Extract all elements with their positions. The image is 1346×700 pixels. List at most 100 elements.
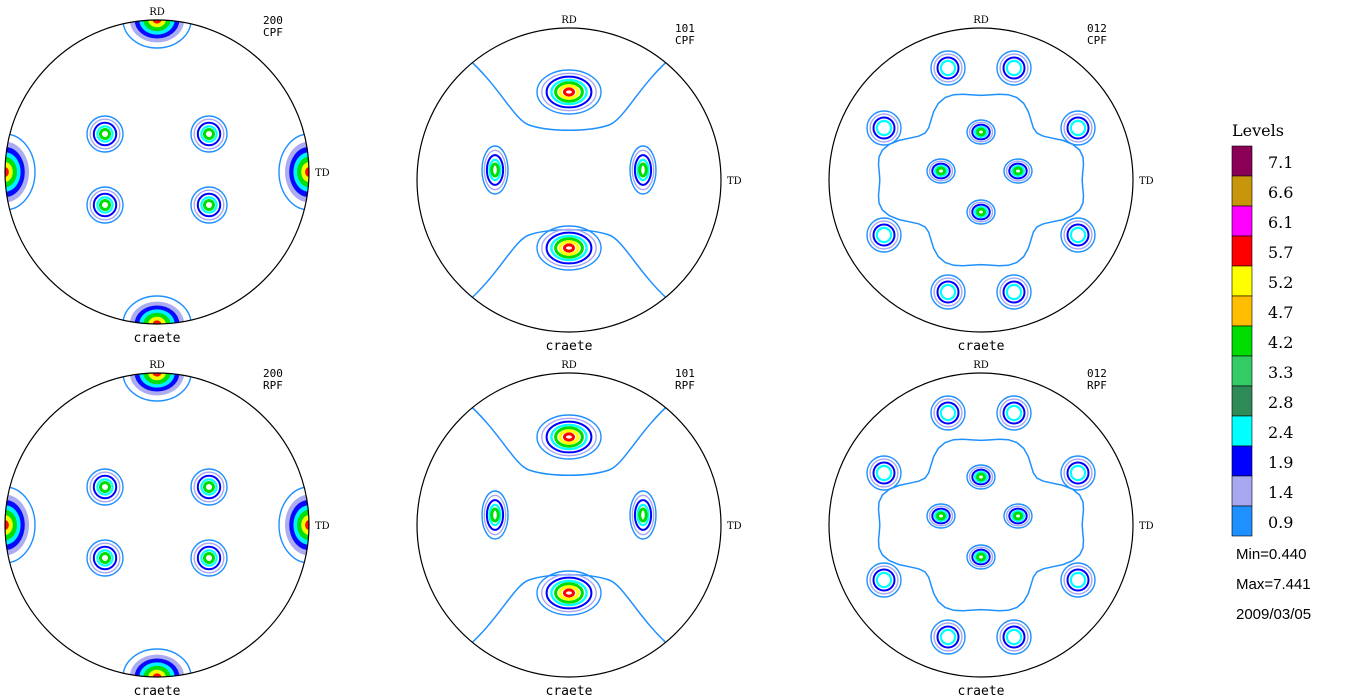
plane-label: 012: [1087, 22, 1107, 35]
peak-right-contour-4: [638, 507, 648, 523]
sample-label: craete: [546, 684, 593, 699]
inner-spot-0-contour-4: [99, 128, 111, 140]
inner-spot-3-contour-2: [196, 192, 222, 218]
inner-spot-0-contour-1: [89, 471, 121, 503]
outer-spot-1-contour-0: [996, 50, 1032, 86]
td-label: TD: [727, 176, 742, 187]
rd-label: RD: [149, 7, 165, 18]
inner-spot-1-contour-4: [203, 128, 215, 140]
center-spot-3-contour-4: [976, 207, 986, 217]
center-spot-1-contour-3: [933, 509, 948, 523]
peak-left: [481, 145, 509, 195]
peak-right-contour-0: [629, 145, 657, 195]
center-spot-0-contour-3: [973, 470, 988, 484]
peak-lower-contour-1: [541, 573, 597, 613]
outer-spot-3-contour-0: [1060, 455, 1096, 491]
peak-left-contour-1: [483, 494, 507, 536]
peak-left: [5, 133, 36, 211]
outer-spot-4-contour-1: [869, 220, 899, 250]
peak-upper-contour-6: [563, 87, 575, 97]
peak-left-band-5: [5, 162, 13, 182]
outer-spot-7-contour-2: [1002, 625, 1026, 649]
outer-spot-6-contour-2: [936, 625, 960, 649]
outer-spot-6-contour-0: [930, 619, 966, 655]
peak-top-band-4: [143, 373, 171, 385]
outer-spot-0-contour-1: [933, 398, 963, 428]
inner-spot-3: [190, 186, 228, 224]
outer-spot-4: [866, 562, 902, 598]
center-spot-0-contour-0: [966, 464, 996, 490]
outer-spot-1-contour-0: [996, 395, 1032, 431]
inner-spot-3-contour-3: [200, 549, 218, 567]
center-spot-2-contour-2: [1008, 162, 1028, 180]
legend-value-10: 1.9: [1268, 453, 1293, 472]
outer-spot-4-contour-0: [866, 217, 902, 253]
peak-lower-contour-6: [563, 588, 575, 598]
outer-spot-0-contour-3: [939, 59, 957, 77]
inner-spot-3-contour-4: [203, 199, 215, 211]
inner-spot-2-contour-4: [99, 552, 111, 564]
outer-spot-2-contour-1: [869, 458, 899, 488]
legend-value-2: 6.1: [1268, 213, 1293, 232]
legend-swatch-10: [1231, 445, 1253, 477]
outer-spot-7-contour-0: [996, 619, 1032, 655]
upper-boundary-line: [464, 400, 674, 476]
sample-label: craete: [958, 339, 1005, 354]
outer-spot-4-contour-3: [875, 571, 893, 589]
legend-value-12: 0.9: [1268, 513, 1293, 532]
peak-top-band-4: [143, 20, 171, 32]
kind-label: RPF: [1087, 379, 1107, 392]
peak-left-band-0: [5, 133, 36, 211]
peak-right-contour-3: [636, 503, 650, 527]
outer-spot-4-contour-2: [872, 223, 896, 247]
outer-spot-1-contour-2: [1002, 401, 1026, 425]
center-spot-2-contour-4: [1013, 166, 1023, 176]
peak-right-band-6: [305, 520, 309, 530]
peak-left-contour-4: [490, 162, 500, 178]
peak-lower-contour-0: [536, 225, 602, 271]
outer-spot-1-contour-1: [999, 53, 1029, 83]
center-spot-2: [1003, 503, 1033, 529]
peak-right-contour-2: [633, 499, 653, 531]
kind-label: RPF: [263, 379, 283, 392]
outer-spot-3: [1060, 110, 1096, 146]
inner-spot-1-contour-4: [203, 481, 215, 493]
legend-swatch-4: [1231, 265, 1253, 297]
center-spot-3-contour-1: [968, 201, 994, 223]
legend-swatch-0: [1231, 145, 1253, 177]
outer-spot-6: [930, 619, 966, 655]
inner-spot-1: [190, 115, 228, 153]
inner-spot-2-contour-4: [99, 199, 111, 211]
peak-top-band-5: [148, 20, 166, 28]
projection-circle: [4, 372, 310, 678]
outer-spot-6-contour-3: [939, 628, 957, 646]
outer-spot-1: [996, 50, 1032, 86]
outer-spot-6-contour-3: [939, 283, 957, 301]
peak-lower-contour-5: [558, 240, 580, 256]
kind-label: CPF: [675, 34, 695, 47]
kind-label: CPF: [263, 26, 283, 39]
td-label: TD: [1139, 176, 1154, 187]
peak-lower-contour-1: [541, 228, 597, 268]
peak-right-band-6: [305, 167, 309, 177]
peak-upper-contour-5: [558, 84, 580, 100]
legend-swatch-8: [1231, 385, 1253, 417]
peak-lower-contour-4: [554, 582, 584, 604]
outer-spot-7: [996, 619, 1032, 655]
outer-spot-5-contour-0: [1060, 562, 1096, 598]
projection-circle: [4, 19, 310, 325]
legend-value-5: 4.7: [1268, 303, 1293, 322]
legend-value-6: 4.2: [1268, 333, 1293, 352]
center-spot-1-contour-1: [928, 160, 954, 182]
center-spot-1-contour-4: [936, 166, 946, 176]
peak-left-band-6: [5, 167, 9, 177]
legend-swatch-5: [1231, 295, 1253, 327]
inner-spot-2-contour-2: [92, 545, 118, 571]
peak-left-band-4: [5, 509, 17, 541]
peak-right-band-4: [297, 509, 309, 541]
